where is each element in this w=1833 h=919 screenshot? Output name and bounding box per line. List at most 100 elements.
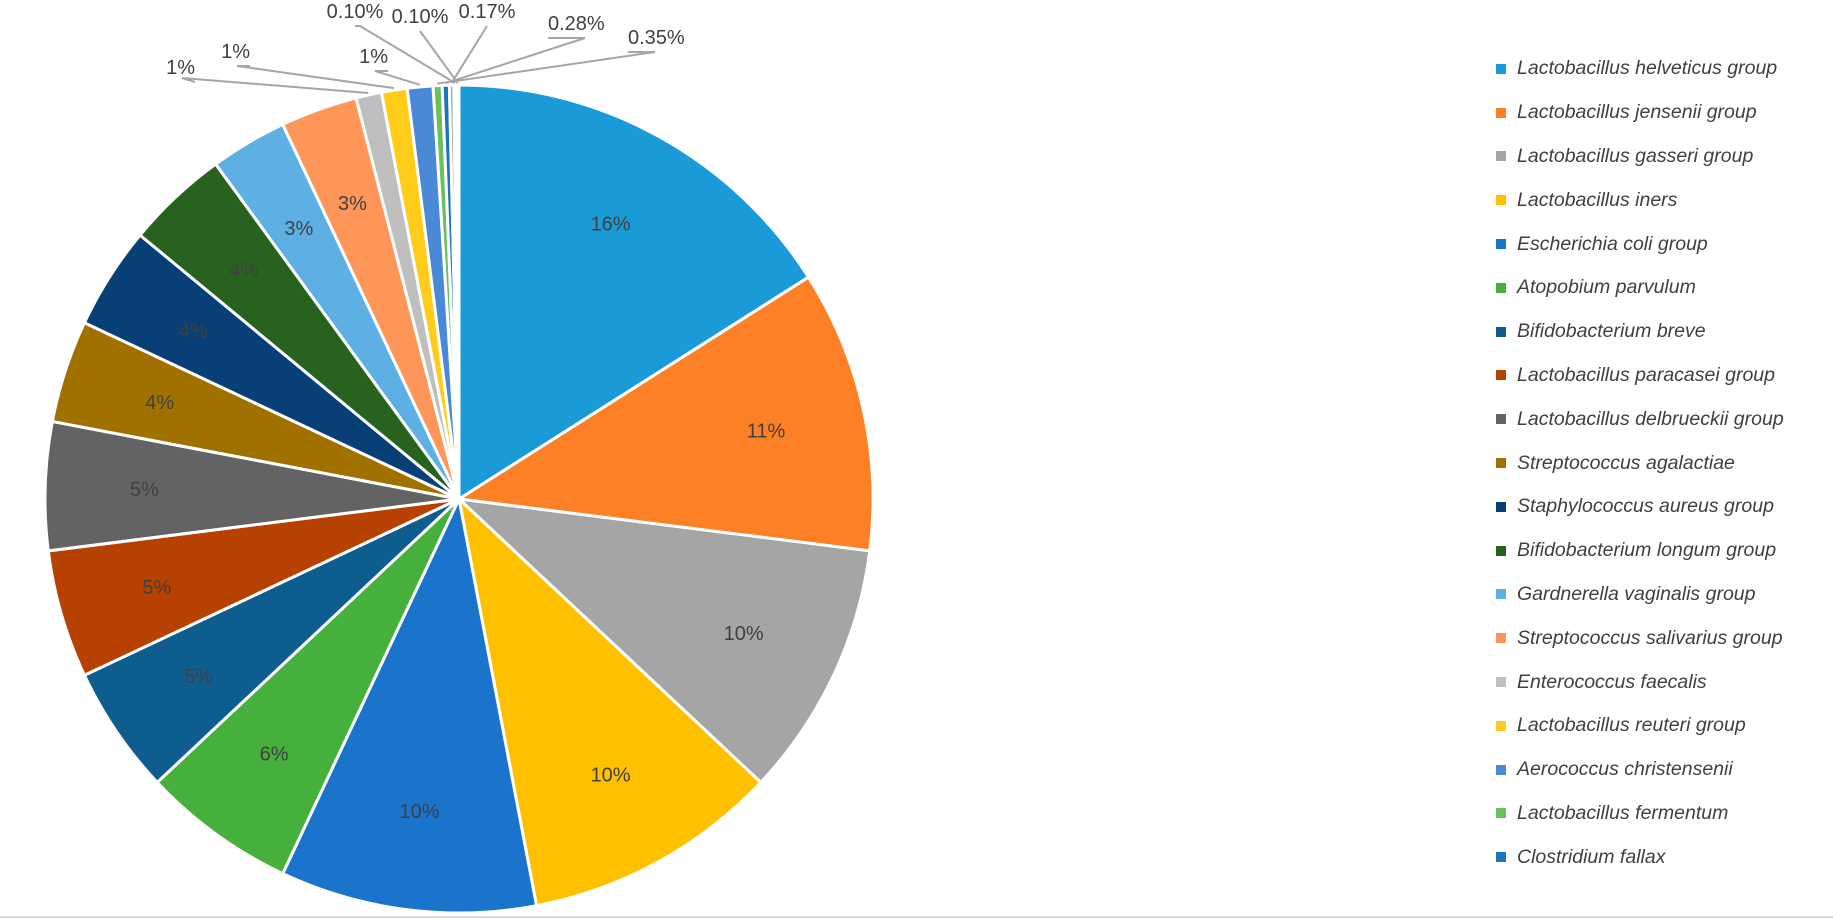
legend-swatch [1496,458,1506,469]
leader-line [236,65,395,90]
legend-label: Streptococcus agalactiae [1517,451,1735,474]
legend-item: Lactobacillus iners [1496,178,1826,222]
legend-label: Escherichia coli group [1517,232,1708,255]
legend-swatch [1496,107,1506,118]
legend-label: Lactobacillus iners [1517,188,1678,211]
pie-slice [457,83,811,502]
leader-line [445,37,586,85]
legend-item: Atopobium parvulum [1496,266,1826,310]
pie-slice [456,494,763,908]
legend-item: Bifidobacterium longum group [1496,529,1826,573]
legend-item: Lactobacillus reuteri group [1496,704,1826,748]
legend-swatch [1496,63,1506,74]
legend-label: Lactobacillus gasseri group [1517,144,1754,167]
legend-swatch [1496,764,1506,775]
legend-swatch [1496,633,1506,644]
legend-swatch [1496,282,1506,293]
slice-data-label: 5% [130,479,159,501]
slice-data-label: 3% [284,218,313,240]
legend-label: Aerococcus christensenii [1517,758,1733,781]
slice-data-label: 0.10% [392,6,449,28]
leader-line [450,25,488,84]
legend-item: Staphylococcus aureus group [1496,485,1826,529]
slice-data-label: 6% [260,744,289,766]
slice-data-label: 0.28% [548,13,605,35]
legend-swatch [1496,677,1506,688]
leader-line [181,77,369,95]
legend-item: Lactobacillus gasseri group [1496,135,1826,179]
slice-data-label: 0.17% [459,1,516,23]
slice-data-label: 5% [184,666,213,688]
slice-data-label: 10% [591,765,631,787]
legend-label: Lactobacillus jensenii group [1517,101,1757,124]
slice-data-label: 1% [359,46,388,68]
legend-item: Lactobacillus jensenii group [1496,91,1826,135]
slice-data-label: 0.10% [327,1,384,23]
slice-data-label: 4% [229,260,258,282]
pie-slice [454,83,461,500]
legend-label: Lactobacillus fermentum [1517,801,1729,824]
slice-data-label: 10% [724,623,764,645]
legend-label: Atopobium parvulum [1517,276,1696,299]
legend-swatch [1496,151,1506,162]
legend-swatch [1496,326,1506,337]
legend-swatch [1496,501,1506,512]
slice-data-label: 16% [591,213,631,235]
pie-slice [454,496,872,785]
legend-item: Lactobacillus helveticus group [1496,47,1826,91]
slice-data-label: 4% [179,320,208,342]
legend-label: Streptococcus salivarius group [1517,626,1783,649]
pie-leader-lines [181,25,656,95]
slice-data-label: 3% [338,193,367,215]
pie-slice [280,494,539,915]
legend-item: Bifidobacterium breve [1496,310,1826,354]
pie-slice [155,497,461,876]
leader-line [374,70,421,86]
legend-label: Lactobacillus helveticus group [1517,57,1778,80]
slice-data-label: 0.35% [628,27,685,49]
leader-line [437,51,656,85]
legend-item: Aerococcus christensenii [1496,748,1826,792]
legend-label: Clostridium fallax [1517,845,1666,868]
legend-swatch [1496,370,1506,381]
legend-item: Lactobacillus paracasei group [1496,354,1826,398]
legend-label: Lactobacillus reuteri group [1517,714,1746,737]
legend-swatch [1496,808,1506,819]
slice-data-label: 1% [221,41,250,63]
leader-line [419,30,459,84]
slice-data-label: 1% [166,57,195,79]
legend-item: Streptococcus salivarius group [1496,616,1826,660]
legend-swatch [1496,589,1506,600]
legend-label: Bifidobacterium breve [1517,320,1706,343]
leader-line [355,25,456,84]
legend-swatch [1496,414,1506,425]
legend-swatch [1496,195,1506,206]
legend-item: Enterococcus faecalis [1496,660,1826,704]
legend-item: Escherichia coli group [1496,222,1826,266]
legend-label: Gardnerella vaginalis group [1517,582,1756,605]
pie-data-labels: 16%11%10%10%10%6%5%5%5%4%4%4%3%3%1%1% 1%0… [130,1,785,823]
slice-data-label: 11% [747,420,786,442]
legend-label: Bifidobacterium longum group [1517,539,1777,562]
legend-label: Staphylococcus aureus group [1517,495,1774,518]
chart-legend: Lactobacillus helveticus group Lactobacil… [1496,47,1826,879]
legend-label: Enterococcus faecalis [1517,670,1707,693]
legend-item: Lactobacillus fermentum [1496,792,1826,836]
legend-label: Lactobacillus paracasei group [1517,363,1775,386]
slice-data-label: 10% [400,801,440,823]
legend-item: Clostridium fallax [1496,835,1826,879]
legend-swatch [1496,239,1506,250]
slice-data-label: 4% [145,392,174,414]
legend-swatch [1496,852,1506,863]
pie-slices [43,83,875,915]
legend-item: Gardnerella vaginalis group [1496,573,1826,617]
pie-slice [454,275,875,553]
legend-label: Lactobacillus delbrueckii group [1517,407,1784,430]
slice-data-label: 5% [142,577,171,599]
legend-item: Lactobacillus delbrueckii group [1496,397,1826,441]
legend-item: Streptococcus agalactiae [1496,441,1826,485]
legend-swatch [1496,545,1506,556]
legend-swatch [1496,720,1506,731]
